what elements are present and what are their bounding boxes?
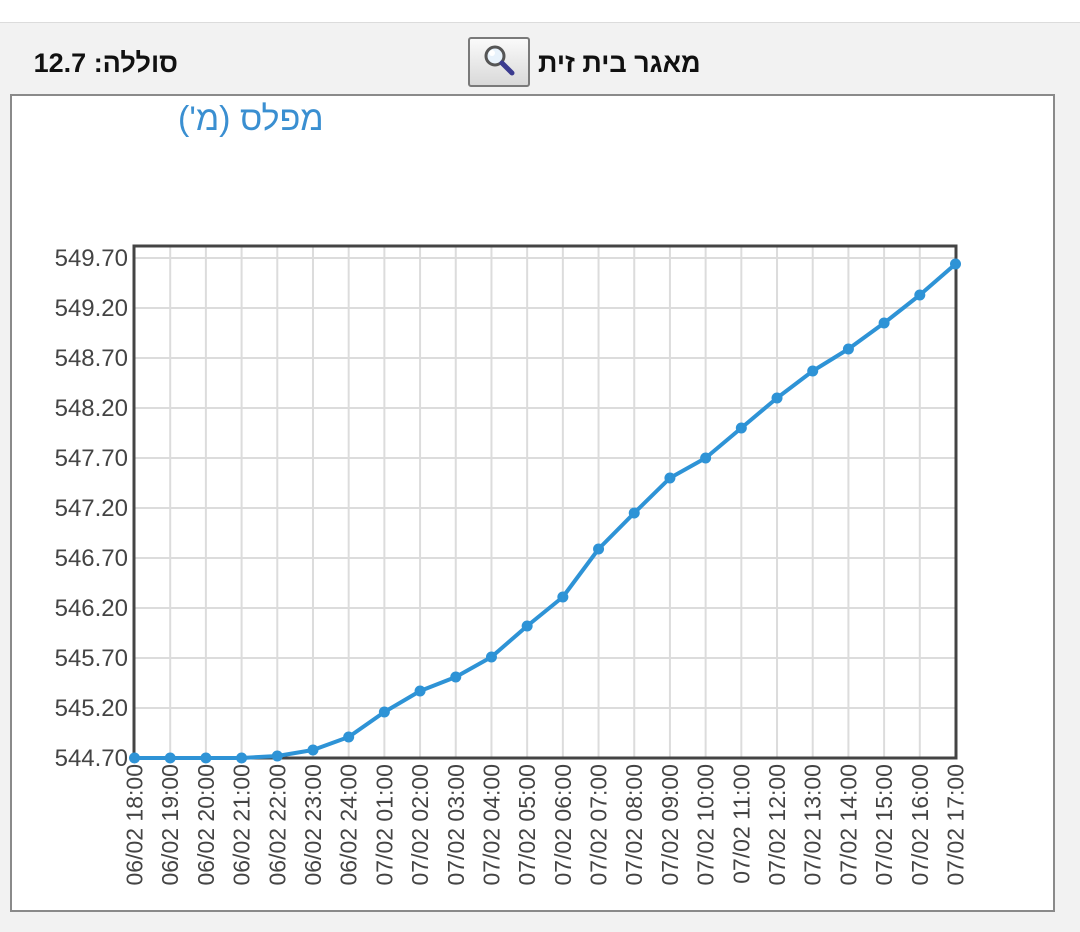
x-tick-label: 07/02 06:00 [550, 764, 576, 886]
x-tick-label: 07/02 02:00 [407, 764, 433, 886]
plot-border [132, 244, 958, 760]
reservoir-name: מאגר בית זית [538, 48, 701, 78]
data-point [414, 685, 426, 697]
series-line [134, 262, 957, 760]
y-tick-label: 548.70 [55, 345, 128, 372]
data-point [700, 452, 712, 464]
data-point [200, 752, 212, 764]
header-row [0, 23, 1080, 93]
top-strip [0, 0, 1080, 23]
x-tick-label: 07/02 14:00 [835, 764, 861, 886]
data-point [593, 543, 605, 555]
x-tick-label: 06/02 19:00 [157, 764, 183, 886]
x-tick-label: 07/02 01:00 [371, 764, 397, 886]
salinity-value: סוללה: 12.7 [33, 48, 178, 78]
data-point [735, 422, 747, 434]
y-tick-label: 544.70 [55, 745, 128, 772]
data-point [485, 651, 497, 663]
x-tick-label: 07/02 03:00 [443, 764, 469, 886]
data-point [236, 752, 248, 764]
x-tick-label: 07/02 17:00 [943, 764, 969, 886]
x-tick-label: 07/02 13:00 [800, 764, 826, 886]
x-tick-label: 07/02 12:00 [764, 764, 790, 886]
x-tick-label: 07/02 11:00 [728, 764, 754, 884]
data-point [842, 343, 854, 355]
y-tick-label: 549.20 [55, 295, 128, 322]
y-tick-label: 548.20 [55, 395, 128, 422]
x-tick-label: 06/02 18:00 [122, 764, 148, 886]
data-point [950, 258, 961, 270]
x-tick-label: 06/02 20:00 [193, 764, 219, 886]
data-point [164, 752, 176, 764]
x-tick-label: 06/02 21:00 [229, 764, 255, 886]
data-point [450, 671, 462, 683]
x-tick-label: 07/02 04:00 [478, 764, 504, 886]
chart-title: מפלס (מ') [178, 100, 324, 138]
data-point [664, 472, 676, 484]
data-point [343, 731, 355, 743]
data-point [771, 392, 783, 404]
y-tick-label: 545.70 [55, 645, 128, 672]
data-point [914, 289, 926, 301]
data-point [878, 317, 890, 329]
y-tick-label: 549.70 [55, 245, 128, 272]
x-tick-label: 06/02 24:00 [336, 764, 362, 886]
x-tick-label: 07/02 16:00 [907, 764, 933, 886]
data-point [628, 507, 640, 519]
x-tick-label: 07/02 09:00 [657, 764, 683, 886]
x-tick-label: 06/02 22:00 [264, 764, 290, 886]
data-point [521, 620, 533, 632]
chart-frame [10, 94, 1055, 912]
y-tick-label: 547.70 [55, 445, 128, 472]
y-tick-label: 545.20 [55, 695, 128, 722]
x-tick-label: 07/02 08:00 [621, 764, 647, 886]
x-tick-label: 07/02 15:00 [871, 764, 897, 886]
y-tick-label: 546.70 [55, 545, 128, 572]
magnifier-icon [481, 42, 517, 83]
data-point [307, 744, 319, 756]
x-tick-label: 06/02 23:00 [300, 764, 326, 886]
y-tick-label: 547.20 [55, 495, 128, 522]
data-point [557, 591, 569, 603]
x-tick-label: 07/02 07:00 [586, 764, 612, 886]
search-button[interactable] [468, 37, 530, 87]
data-point [271, 750, 283, 762]
data-point [129, 752, 140, 764]
y-tick-label: 546.20 [55, 595, 128, 622]
data-point [807, 365, 819, 377]
x-tick-label: 07/02 10:00 [693, 764, 719, 886]
x-tick-label: 07/02 05:00 [514, 764, 540, 886]
data-point [378, 706, 390, 718]
